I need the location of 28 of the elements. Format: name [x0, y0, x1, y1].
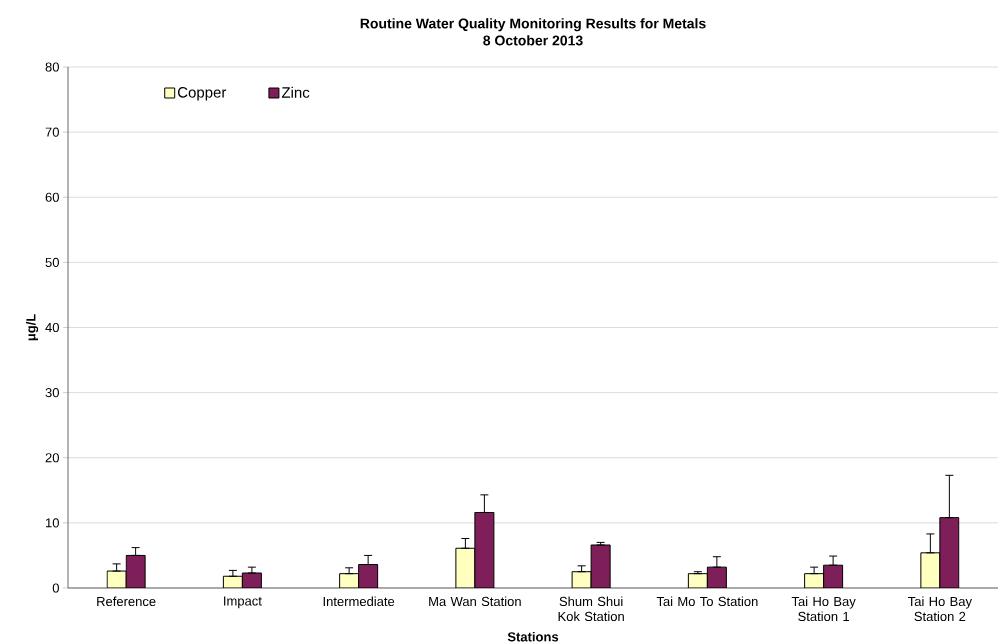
x-tick-label: Impact — [224, 596, 262, 609]
bar — [339, 573, 360, 588]
bar — [571, 571, 592, 588]
bar — [804, 573, 825, 588]
y-tick-label: 40 — [45, 322, 59, 333]
x-tick-label: Intermediate — [323, 596, 395, 607]
x-tick-label: Tai Ho Bay Station 2 — [908, 596, 972, 622]
x-tick-label: Tai Ho Bay Station 1 — [791, 596, 856, 622]
y-tick-label: 20 — [45, 453, 59, 463]
y-tick-label: 30 — [45, 388, 59, 398]
legend-label: Zinc — [281, 86, 310, 98]
x-tick-label: Shum Shui Kok Station — [558, 596, 624, 622]
y-tick-label: 80 — [45, 62, 59, 72]
legend-label: Copper — [177, 87, 227, 101]
chart-subtitle: 8 October 2013 — [483, 35, 583, 46]
y-tick-label: 10 — [46, 518, 59, 528]
bar — [687, 573, 708, 588]
y-tick-label: 50 — [45, 257, 59, 267]
y-tick-label: 70 — [45, 127, 59, 137]
x-axis-title: Stations — [507, 631, 559, 642]
x-tick-label: Tai Mo To Station — [656, 596, 758, 607]
y-tick-label: 60 — [45, 192, 59, 202]
y-tick-label: 0 — [52, 583, 59, 593]
bar — [920, 552, 941, 588]
y-axis-title: μg/L — [25, 314, 39, 341]
chart-title: Routine Water Quality Monitoring Results for Metals — [360, 18, 706, 32]
x-tick-label: Ma Wan Station — [429, 596, 521, 607]
x-tick-label: Reference — [97, 596, 156, 607]
